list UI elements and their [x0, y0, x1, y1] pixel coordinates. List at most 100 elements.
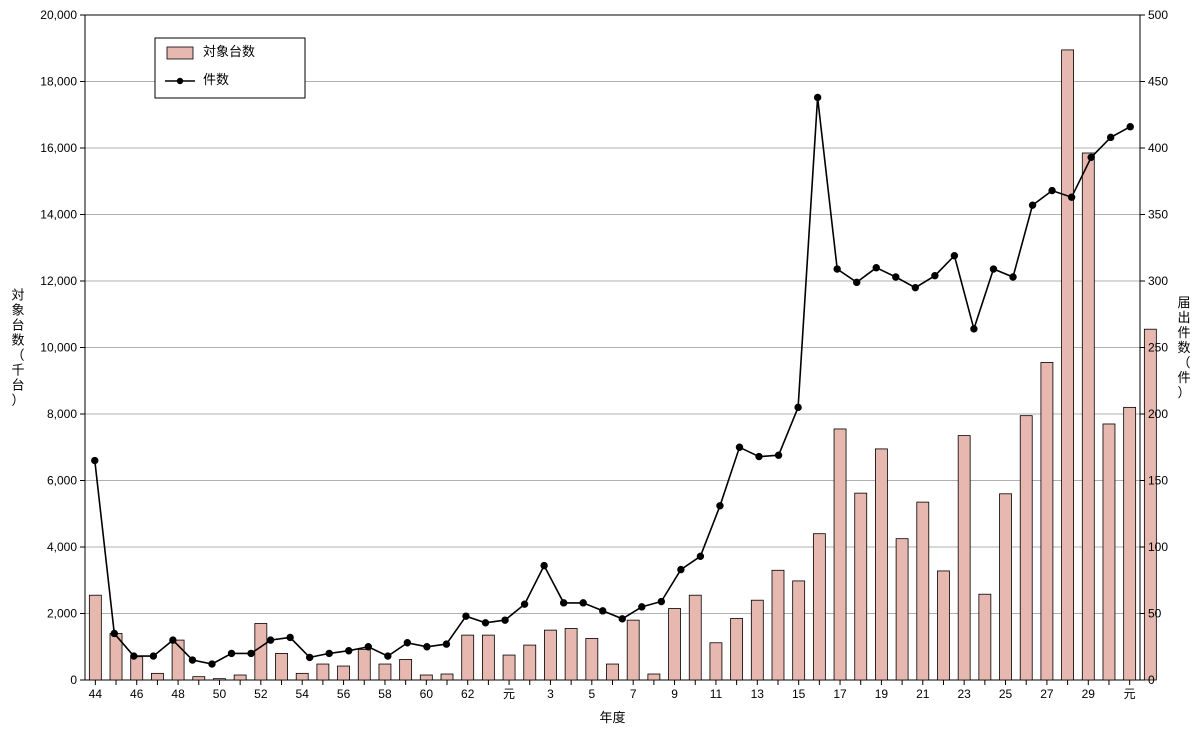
legend-swatch-bar	[167, 47, 193, 59]
y-left-tick-label: 16,000	[40, 141, 77, 155]
bar	[813, 534, 825, 680]
y-left-tick-label: 8,000	[47, 407, 77, 421]
bar	[1000, 494, 1012, 680]
bar	[234, 675, 246, 680]
x-tick-label: 3	[547, 687, 554, 701]
line-marker	[893, 274, 899, 280]
bar	[772, 570, 784, 680]
line-marker	[502, 617, 508, 623]
bar	[1020, 416, 1032, 680]
y-right-tick-label: 400	[1148, 141, 1168, 155]
bar	[710, 643, 722, 680]
legend-label: 件数	[203, 72, 229, 87]
svg-text:（: （	[11, 348, 24, 363]
y-left-tick-label: 6,000	[47, 474, 77, 488]
bar	[193, 677, 205, 680]
svg-text:出: 出	[1177, 310, 1190, 325]
svg-text:件: 件	[1177, 325, 1190, 340]
bar	[875, 449, 887, 680]
line-marker	[795, 404, 801, 410]
line-marker	[424, 644, 430, 650]
x-tick-label: 52	[254, 687, 268, 701]
bar	[607, 664, 619, 680]
y-right-tick-label: 150	[1148, 474, 1168, 488]
bar	[1144, 329, 1156, 680]
line-marker	[150, 653, 156, 659]
bar	[131, 657, 143, 680]
y-left-tick-label: 2,000	[47, 607, 77, 621]
bar	[462, 635, 474, 680]
bar	[689, 595, 701, 680]
line-marker	[873, 265, 879, 271]
bar	[1041, 362, 1053, 680]
line-marker	[1049, 187, 1055, 193]
bars	[89, 50, 1156, 680]
x-tick-label: 9	[671, 687, 678, 701]
line-marker	[111, 630, 117, 636]
bar	[255, 623, 267, 680]
line-marker	[189, 657, 195, 663]
bar	[937, 571, 949, 680]
bar	[544, 630, 556, 680]
svg-text:）: ）	[11, 393, 24, 408]
y-right-tick-label: 350	[1148, 208, 1168, 222]
bar	[793, 581, 805, 680]
line-marker	[404, 640, 410, 646]
bar	[627, 620, 639, 680]
line-marker	[248, 650, 254, 656]
line-marker	[326, 650, 332, 656]
svg-text:対: 対	[11, 288, 24, 303]
line-marker	[170, 637, 176, 643]
line-marker	[306, 654, 312, 660]
bar	[731, 618, 743, 680]
y-left-tick-label: 4,000	[47, 540, 77, 554]
y-right-tick-label: 50	[1148, 607, 1162, 621]
bar	[565, 628, 577, 680]
x-tick-label: 5	[588, 687, 595, 701]
bar	[400, 659, 412, 680]
bar	[213, 679, 225, 680]
svg-text:台: 台	[11, 318, 24, 333]
bar	[834, 429, 846, 680]
legend-swatch-marker	[177, 78, 183, 84]
x-tick-label: 25	[999, 687, 1013, 701]
x-tick-label: 23	[957, 687, 971, 701]
y-left-tick-label: 18,000	[40, 75, 77, 89]
bar	[979, 594, 991, 680]
line-marker	[560, 600, 566, 606]
line-marker	[1107, 134, 1113, 140]
line-marker	[990, 266, 996, 272]
svg-text:）: ）	[1177, 385, 1190, 400]
x-tick-label: 44	[89, 687, 103, 701]
line-marker	[600, 608, 606, 614]
x-tick-label: 元	[1124, 687, 1136, 701]
bar	[482, 635, 494, 680]
x-tick-label: 21	[916, 687, 930, 701]
x-tick-label: 17	[833, 687, 847, 701]
x-tick-label: 60	[420, 687, 434, 701]
bar	[296, 673, 308, 680]
bar	[524, 645, 536, 680]
y-right-tick-label: 450	[1148, 75, 1168, 89]
line-marker	[541, 562, 547, 568]
bar	[1062, 50, 1074, 680]
line-marker	[209, 661, 215, 667]
x-tick-label: 13	[751, 687, 765, 701]
y-right-tick-label: 300	[1148, 274, 1168, 288]
svg-text:千: 千	[11, 363, 24, 378]
x-tick-label: 48	[171, 687, 185, 701]
line-marker	[346, 648, 352, 654]
line-marker	[482, 620, 488, 626]
line-marker	[1088, 154, 1094, 160]
bar	[89, 595, 101, 680]
line-marker	[1068, 194, 1074, 200]
line-marker	[1127, 124, 1133, 130]
bar	[586, 638, 598, 680]
svg-text:象: 象	[11, 303, 24, 318]
bar	[338, 666, 350, 680]
y-right-tick-label: 500	[1148, 8, 1168, 22]
line-marker	[932, 272, 938, 278]
line-marker	[658, 598, 664, 604]
line-marker	[736, 444, 742, 450]
line-marker	[971, 326, 977, 332]
